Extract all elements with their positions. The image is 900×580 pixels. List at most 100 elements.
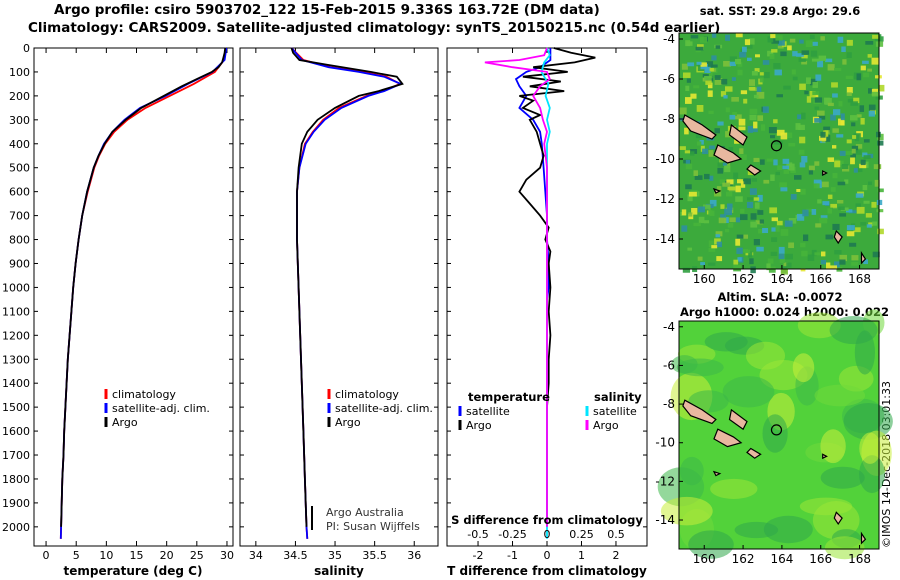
sst-map-pixel	[688, 191, 697, 197]
sst-map-lon-label: 166	[809, 272, 832, 286]
sst-map-pixel	[717, 121, 724, 126]
sst-map-pixel	[748, 251, 753, 258]
sst-map-pixel	[744, 249, 751, 254]
sst-map-pixel	[813, 183, 820, 189]
sst-map-pixel	[762, 60, 770, 65]
sst-map-pixel	[758, 228, 764, 234]
sst-map-pixel	[715, 234, 721, 238]
sst-map-island	[746, 164, 762, 176]
sst-map-pixel	[824, 97, 830, 105]
sst-map-pixel	[777, 165, 783, 171]
sst-map-pixel	[744, 43, 753, 49]
sst-map-pixel	[725, 131, 732, 138]
sst-map-pixel	[766, 263, 771, 271]
sst-map-pixel	[832, 93, 838, 98]
sst-map-pixel	[709, 199, 717, 207]
sst-map-pixel	[708, 248, 716, 252]
salinity-plot-area: 34 34.5 35 35.5 36 climatologysatellite-adj. …	[240, 47, 438, 562]
sst-map-pixel	[838, 206, 845, 211]
temperature-xlabel: temperature (deg C)	[64, 564, 203, 578]
salinity-annotation-line2: PI: Susan Wijffels	[326, 520, 420, 533]
sst-map-pixel	[733, 259, 739, 265]
sst-map-pixel	[695, 46, 704, 51]
sst-map-pixel	[734, 138, 740, 144]
sst-map-pixel	[760, 159, 765, 165]
sst-map-pixel	[681, 63, 688, 70]
sst-map-pixel	[702, 74, 709, 78]
sst-map-pixel	[753, 157, 760, 163]
sst-map-pixel	[867, 54, 872, 58]
sst-map-pixel	[855, 203, 861, 209]
salinity-series-satellite-adj-clim-	[290, 47, 404, 539]
sst-map-pixel	[801, 156, 808, 163]
sst-map-pixel	[693, 222, 701, 227]
sst-map-pixel	[782, 158, 790, 164]
sst-map-pixel	[753, 121, 758, 129]
sst-map-pixel	[724, 217, 729, 224]
sst-map-island	[713, 144, 743, 164]
sst-map-pixel	[813, 93, 819, 98]
sst-map-pixel	[704, 76, 712, 81]
sst-map-pixel	[780, 229, 789, 236]
sla-map-lat-label: -8	[663, 397, 675, 411]
sst-map-pixel	[862, 152, 868, 157]
sst-map-pixel	[809, 34, 815, 39]
sst-map-pixel	[770, 174, 775, 181]
sst-map-pixel	[842, 59, 847, 65]
sst-map-pixel	[829, 265, 838, 269]
sst-map-pixel	[749, 258, 754, 265]
sst-map-pixel	[872, 251, 880, 258]
sst-map-pixel	[876, 199, 883, 206]
sst-map-pixel	[826, 262, 831, 270]
sst-map-pixel	[863, 200, 870, 204]
sst-map-pixel	[708, 145, 715, 150]
difference-legend-temperature-title: temperature	[468, 390, 550, 404]
sst-map-pixel	[779, 258, 785, 264]
sst-map-pixel	[735, 217, 741, 223]
temperature-ytick-label: 500	[9, 162, 30, 175]
temperature-ytick-label: 1000	[2, 281, 30, 294]
sst-map-pixel	[735, 33, 743, 38]
sst-map-pixel	[846, 52, 852, 59]
sst-map-pixel	[868, 104, 876, 111]
sst-map-lon-label: 164	[770, 272, 793, 286]
sst-map-pixel	[786, 262, 792, 268]
sst-map-pixel	[815, 74, 822, 81]
sst-map-pixel	[859, 105, 865, 112]
sla-map-title: Altim. SLA: -0.0072	[717, 290, 843, 304]
sst-map-lat-label: -4	[663, 32, 675, 46]
sst-map-pixel	[839, 259, 846, 265]
sst-map-pixel	[811, 209, 817, 215]
sst-map-pixel	[747, 57, 752, 61]
sst-map-pixel	[699, 36, 707, 43]
sst-map-pixel	[820, 36, 825, 41]
sst-map-pixel	[740, 214, 748, 221]
sst-map-pixel	[711, 64, 718, 68]
sst-map-pixel	[769, 207, 778, 214]
sst-map-pixel	[785, 253, 793, 260]
difference-xtick-label: -2	[473, 549, 484, 562]
sst-map-pixel	[823, 130, 829, 137]
sst-map-pixel	[875, 41, 884, 47]
sst-map-pixel	[821, 181, 829, 188]
temperature-series-climatology	[59, 47, 227, 539]
sst-map-pixel	[688, 212, 693, 217]
sst-map-pixel	[688, 214, 694, 220]
sst-map-pixel	[814, 97, 823, 103]
sst-map-pixel	[721, 78, 728, 85]
sst-map-pixel	[775, 171, 780, 176]
sst-map-pixel	[777, 45, 784, 49]
sst-map-lat-label: -14	[655, 232, 675, 246]
difference-xlabel: T difference from climatology	[447, 564, 647, 578]
sst-map-pixel	[770, 34, 776, 39]
sst-map-pixel	[749, 108, 758, 115]
sst-map-pixel	[767, 36, 774, 43]
sst-map-pixel	[707, 82, 713, 89]
sst-map-pixel	[685, 97, 692, 104]
sst-map-pixel	[754, 68, 760, 73]
sla-map-lat-label: -4	[663, 320, 675, 334]
sst-map-pixel	[863, 259, 868, 265]
sst-map-pixel	[818, 115, 826, 120]
salinity-xtick-label: 35.5	[362, 549, 387, 562]
sst-map-pixel	[766, 158, 773, 162]
